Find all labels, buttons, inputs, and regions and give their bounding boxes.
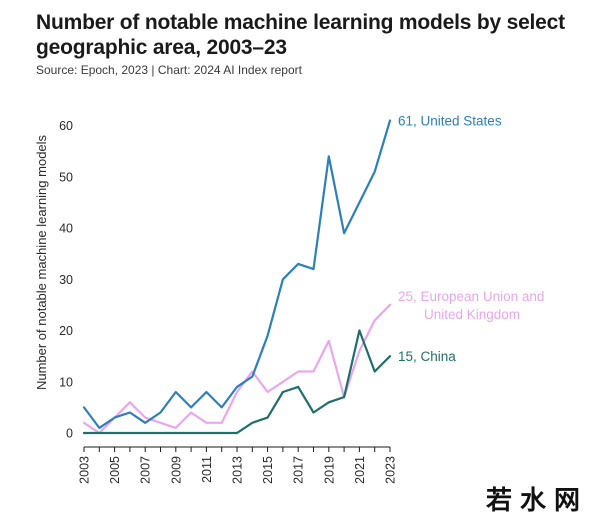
series-label-line: 15, China	[398, 349, 456, 364]
x-tick-label-2005: 2005	[108, 456, 122, 484]
watermark: 若水网	[485, 486, 588, 516]
chart-series-labels: 61, United States 25, European Union and U…	[398, 113, 544, 364]
y-tick-label-30: 30	[59, 273, 73, 287]
x-tick-label-2023: 2023	[384, 456, 398, 484]
series-label-european-union-and-united-kingdom: 25, European Union and United Kingdom	[398, 289, 544, 322]
x-tick-label-2013: 2013	[231, 456, 245, 484]
y-tick-label-0: 0	[66, 427, 73, 441]
x-tick-label-2009: 2009	[169, 456, 183, 484]
series-line-united-states	[82, 119, 392, 429]
x-tick-label-2017: 2017	[292, 456, 306, 484]
chart-header: Number of notable machine learning model…	[36, 10, 576, 77]
y-tick-label-60: 60	[59, 119, 73, 133]
y-tick-label-50: 50	[59, 170, 73, 184]
y-tick-label-40: 40	[59, 222, 73, 236]
chart-source: Source: Epoch, 2023 | Chart: 2024 AI Ind…	[36, 63, 302, 77]
x-tick-label-2015: 2015	[261, 456, 275, 484]
series-label-united-states: 61, United States	[398, 113, 502, 128]
x-tick-label-2007: 2007	[139, 456, 153, 484]
series-line-china	[82, 329, 392, 435]
x-tick-label-2021: 2021	[353, 456, 367, 484]
x-tick-label-2019: 2019	[322, 456, 336, 484]
chart-title: Number of notable machine learning model…	[36, 11, 565, 59]
y-tick-label-20: 20	[59, 324, 73, 338]
series-label-line: 61, United States	[398, 113, 502, 128]
y-axis-title: Number of notable machine learning model…	[34, 134, 49, 390]
y-tick-label-10: 10	[59, 375, 73, 389]
series-label-line: United Kingdom	[424, 307, 520, 322]
series-label-line: 25, European Union and	[398, 289, 544, 304]
series-label-china: 15, China	[398, 349, 456, 364]
chart-axes: 0 10 20 30 40 50 60 2003 2005 2007 2009 2011 2013 201…	[34, 119, 398, 484]
series-line-european-union-and-united-kingdom	[82, 303, 392, 435]
x-tick-label-2011: 2011	[200, 456, 214, 483]
x-tick-label-2003: 2003	[78, 456, 92, 484]
chart-series	[82, 119, 392, 435]
